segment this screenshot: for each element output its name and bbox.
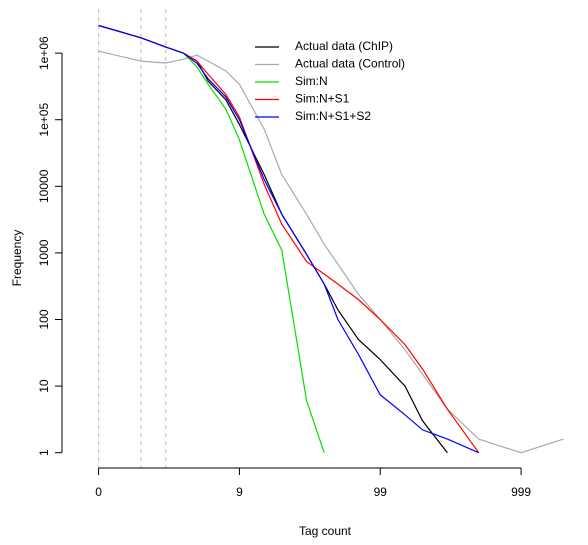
x-tick-label: 99: [374, 485, 388, 499]
y-tick-label: 10: [37, 379, 51, 393]
x-tick-label: 0: [95, 485, 102, 499]
x-tick-label: 999: [511, 485, 531, 499]
series-line: [98, 24, 480, 454]
y-tick-label: 100: [37, 309, 51, 329]
legend-label: Actual data (ChIP): [295, 39, 393, 53]
series-line: [98, 24, 448, 454]
legend-label: Sim:N+S1: [295, 92, 350, 106]
series-line: [98, 24, 479, 454]
series-line: [98, 24, 325, 453]
y-tick-label: 10000: [37, 169, 51, 203]
legend-label: Actual data (Control): [295, 57, 405, 71]
legend-label: Sim:N: [295, 74, 328, 88]
y-tick-label: 1000: [37, 239, 51, 266]
y-tick-label: 1: [37, 449, 51, 456]
legend-label: Sim:N+S1+S2: [295, 109, 371, 123]
y-tick-label: 1e+06: [37, 36, 51, 70]
x-axis-label: Tag count: [299, 524, 352, 538]
y-tick-label: 1e+05: [37, 103, 51, 137]
x-tick-label: 9: [236, 485, 243, 499]
y-axis-label: Frequency: [10, 230, 24, 287]
